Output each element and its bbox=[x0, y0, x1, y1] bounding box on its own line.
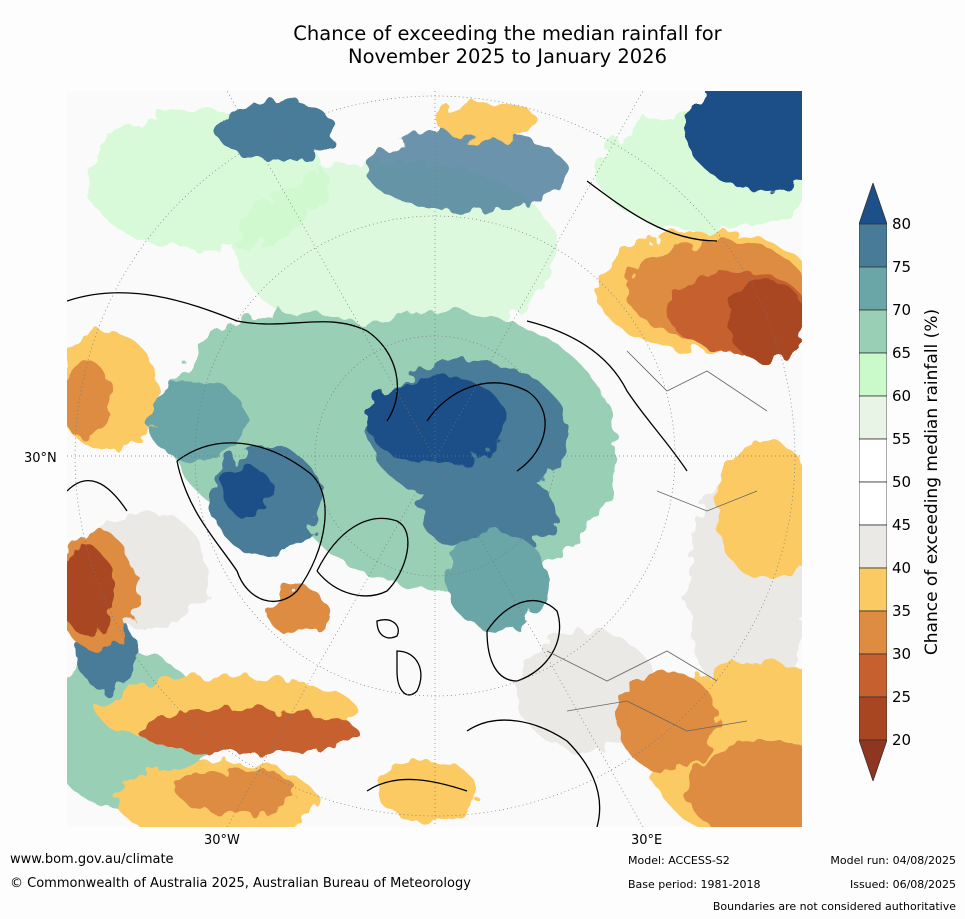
colorbar-tick-75: 75 bbox=[892, 258, 912, 276]
probability-field bbox=[67, 91, 802, 827]
colorbar-tick-25: 25 bbox=[892, 688, 912, 706]
lon-label-30w: 30°W bbox=[204, 833, 240, 848]
boundaries-disclaimer: Boundaries are not considered authoritat… bbox=[712, 900, 956, 913]
graticule bbox=[67, 91, 802, 827]
colorbar-bin-40-45 bbox=[859, 524, 887, 569]
colorbar-bin-45-50 bbox=[859, 481, 887, 526]
colorbar-bin-65-70 bbox=[859, 309, 887, 354]
rainfall-probability-map bbox=[67, 91, 802, 827]
colorbar-bin-75-80 bbox=[859, 223, 887, 268]
colorbar-bin-30-35 bbox=[859, 610, 887, 655]
lat-label-30n: 30°N bbox=[24, 451, 57, 466]
colorbar-tick-35: 35 bbox=[892, 602, 912, 620]
colorbar-tick-80: 80 bbox=[892, 215, 912, 233]
colorbar-extend-high bbox=[859, 183, 887, 225]
title-line-1: Chance of exceeding the median rainfall … bbox=[293, 22, 722, 45]
base-period: Base period: 1981-2018 bbox=[628, 878, 761, 891]
coastlines bbox=[67, 180, 718, 827]
website-link[interactable]: www.bom.gov.au/climate bbox=[10, 852, 174, 867]
model-name: Model: ACCESS-S2 bbox=[628, 854, 730, 867]
colorbar-extend-low bbox=[859, 739, 887, 781]
colorbar-tick-45: 45 bbox=[892, 516, 912, 534]
colorbar-tick-20: 20 bbox=[892, 731, 912, 749]
country-borders bbox=[546, 350, 768, 732]
colorbar-bin-55-60 bbox=[859, 395, 887, 440]
colorbar-tick-30: 30 bbox=[892, 645, 912, 663]
colorbar-bin-50-55 bbox=[859, 438, 887, 483]
colorbar-tick-55: 55 bbox=[892, 430, 912, 448]
copyright-text: © Commonwealth of Australia 2025, Austra… bbox=[10, 876, 471, 891]
colorbar-bin-60-65 bbox=[859, 352, 887, 397]
model-run-date: Model run: 04/08/2025 bbox=[830, 854, 956, 867]
colorbar-tick-60: 60 bbox=[892, 387, 912, 405]
colorbar-tick-70: 70 bbox=[892, 301, 912, 319]
colorbar-tick-65: 65 bbox=[892, 344, 912, 362]
map-image bbox=[67, 91, 802, 827]
lon-label-30e: 30°E bbox=[631, 833, 663, 848]
title-line-2: November 2025 to January 2026 bbox=[348, 45, 667, 68]
colorbar-bin-25-30 bbox=[859, 653, 887, 698]
colorbar-tick-40: 40 bbox=[892, 559, 912, 577]
colorbar-label: Chance of exceeding median rainfall (%) bbox=[922, 308, 942, 656]
colorbar-bin-35-40 bbox=[859, 567, 887, 612]
colorbar-bin-20-25 bbox=[859, 696, 887, 741]
colorbar-tick-50: 50 bbox=[892, 473, 912, 491]
colorbar-bin-70-75 bbox=[859, 266, 887, 311]
map-title: Chance of exceeding the median rainfall … bbox=[0, 22, 965, 68]
colorbar bbox=[859, 183, 887, 781]
issued-date: Issued: 06/08/2025 bbox=[849, 878, 956, 891]
